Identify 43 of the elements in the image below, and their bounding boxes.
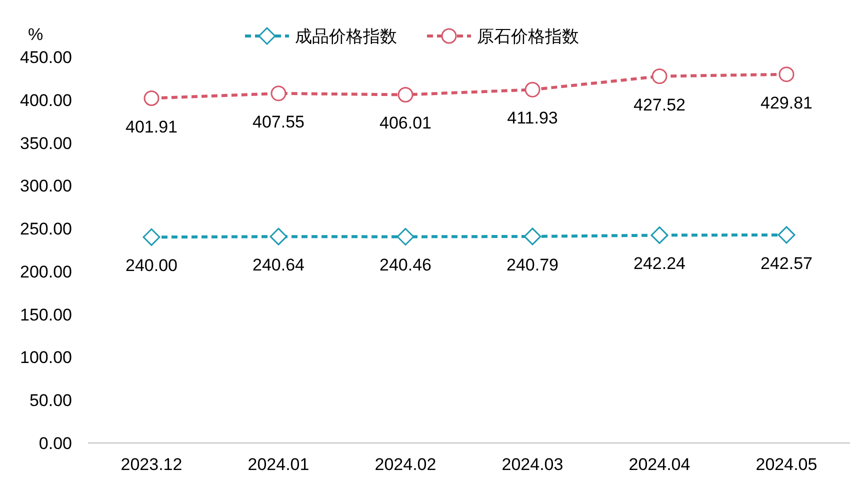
point [396, 228, 414, 246]
x-tick-label: 2023.12 [120, 455, 182, 474]
y-tick-label: 150.00 [20, 305, 72, 324]
point [270, 228, 288, 246]
data-label: 427.52 [634, 95, 686, 114]
x-tick-label: 2024.04 [628, 455, 690, 474]
y-tick-label: 100.00 [20, 348, 72, 368]
data-label: 406.01 [380, 114, 432, 133]
point [650, 226, 668, 244]
data-label: 240.00 [126, 256, 178, 276]
y-tick-label: 300.00 [20, 176, 72, 196]
y-tick-label: 0.00 [38, 434, 72, 453]
data-label: 240.79 [506, 255, 558, 274]
data-label: 242.57 [760, 254, 812, 273]
y-tick-label: 450.00 [20, 48, 72, 67]
x-tick-label: 2024.01 [248, 455, 310, 474]
point [144, 90, 160, 106]
x-tick-label: 2024.05 [756, 455, 818, 474]
point [652, 68, 668, 84]
point [398, 86, 414, 102]
data-label: 429.81 [760, 93, 812, 112]
y-tick-label: 50.00 [29, 391, 72, 410]
point [142, 228, 160, 246]
y-tick-label: 350.00 [20, 134, 72, 153]
legend-label: 原石价格指数 [477, 27, 579, 46]
y-axis-title: % [28, 25, 44, 44]
point [778, 66, 794, 82]
data-label: 411.93 [507, 108, 558, 128]
y-tick-label: 250.00 [20, 220, 72, 239]
data-label: 242.24 [634, 254, 686, 274]
data-label: 401.91 [126, 117, 178, 136]
data-label: 407.55 [252, 112, 304, 132]
legend-label: 成品价格指数 [295, 27, 397, 46]
x-tick-label: 2024.02 [374, 455, 436, 474]
point [778, 226, 796, 244]
point [270, 86, 286, 102]
point [524, 228, 542, 246]
data-label: 240.64 [252, 256, 304, 275]
y-tick-label: 200.00 [20, 262, 72, 282]
data-label: 240.46 [380, 256, 432, 275]
point [524, 82, 540, 98]
y-tick-label: 400.00 [20, 90, 72, 110]
x-tick-label: 2024.03 [502, 455, 564, 474]
